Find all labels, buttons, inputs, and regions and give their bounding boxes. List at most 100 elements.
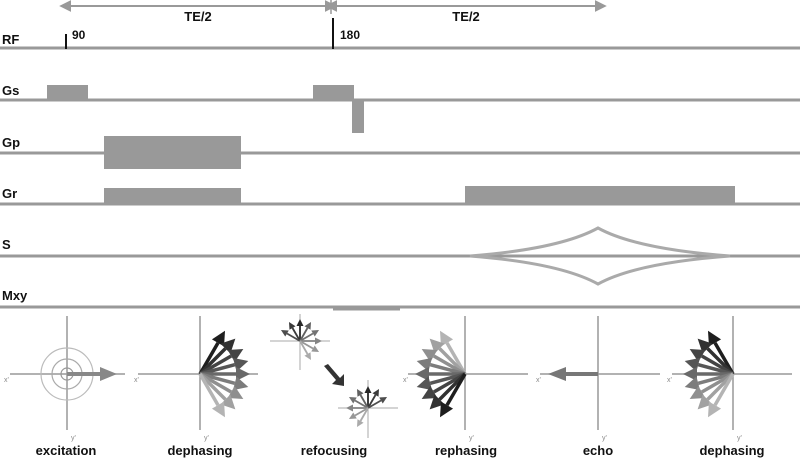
fan2-spin-4-head (415, 367, 429, 381)
panel-dephasing-1-x-label: x' (134, 377, 139, 384)
star2-spin-1-shaft (367, 394, 377, 409)
star1-spin-1-shaft (291, 327, 301, 342)
echo-signal (469, 226, 731, 286)
phase-captions: excitation dephasing refocusing rephasin… (36, 443, 765, 458)
echo-vector (548, 367, 598, 381)
fan3-spin-6-head (689, 385, 706, 399)
star2-spin-7-head (357, 419, 364, 428)
fan3-spin-1-head (697, 338, 713, 354)
fan2-spin-8-shaft (445, 373, 467, 407)
te-timing: TE/2 TE/2 (59, 0, 607, 24)
fan1-spin-1-head (220, 338, 236, 354)
panel-dephasing-2: x' y' (667, 316, 792, 442)
dephasing-1-fan (198, 330, 250, 418)
star1-spin-4-head (311, 330, 320, 337)
star2-spin-6-head (348, 412, 357, 419)
refocus-star-before (270, 314, 330, 370)
fan1-spin-5-head (232, 376, 249, 391)
panel-dephasing-1-y-label: y' (204, 435, 209, 442)
rf-pulse-90-label: 90 (72, 28, 86, 42)
fan2-spin-1-head (429, 338, 445, 354)
star1-spin-2-shaft (286, 332, 301, 342)
te-label-right: TE/2 (452, 9, 479, 24)
panel-dephasing-1: x' y' (134, 316, 258, 442)
star1-spin-3-head (304, 321, 311, 330)
caption-excitation: excitation (36, 443, 97, 458)
fan2-spin-7-head (429, 394, 445, 410)
phase-panels: x' y' x' y' (4, 314, 792, 442)
rephasing-fan (415, 330, 467, 418)
panel-dephasing-2-y-label: y' (737, 435, 742, 442)
panel-excitation-x-label: x' (4, 377, 9, 384)
gp-lobe (104, 136, 241, 169)
row-labels: RF Gs Gp Gr S Mxy (2, 32, 28, 303)
star2-spin-1-head (372, 388, 379, 397)
fan2-spin-2-head (421, 349, 438, 363)
panel-echo-y-label: y' (602, 435, 607, 442)
panel-echo-x-label: x' (536, 377, 541, 384)
fan1-spin-0-head (211, 330, 225, 347)
caption-refocusing: refocusing (301, 443, 368, 458)
fan3-spin-2-head (689, 349, 706, 363)
panel-refocusing (270, 314, 398, 438)
flip-arrow (324, 364, 344, 386)
star2-spin-7-shaft (359, 407, 369, 422)
fan3-spin-8-shaft (713, 373, 735, 407)
baselines (0, 46, 800, 309)
fan2-spin-0-head (440, 330, 454, 347)
dephasing-2-fan (683, 330, 735, 418)
star2-spin-5-head (346, 404, 353, 412)
star-after-spins (346, 386, 388, 428)
star2-spin-3-shaft (359, 394, 369, 409)
star1-spin-5-head (315, 337, 322, 345)
panel-dephasing-2-x-label: x' (667, 377, 672, 384)
star1-spin-0-head (296, 319, 304, 326)
panel-excitation: x' y' (4, 316, 125, 442)
row-label-s: S (2, 237, 11, 252)
fan1-spin-8-head (211, 401, 225, 418)
row-label-gp: Gp (2, 135, 20, 150)
star-before-spins (280, 319, 322, 361)
star1-spin-7-shaft (299, 340, 309, 355)
gradient-lobes (47, 85, 735, 204)
te-label-left: TE/2 (184, 9, 211, 24)
row-label-gs: Gs (2, 83, 19, 98)
row-label-rf: RF (2, 32, 19, 47)
refocus-star-after (338, 380, 398, 438)
fan1-spin-4-head (236, 367, 250, 381)
star2-spin-4-head (348, 397, 357, 404)
gs-lobe-crusher (352, 100, 364, 133)
caption-dephasing-2: dephasing (699, 443, 764, 458)
panel-rephasing: x' y' (403, 316, 528, 442)
star1-spin-1-head (289, 321, 296, 330)
star1-spin-6-head (311, 345, 320, 352)
row-label-gr: Gr (2, 186, 17, 201)
star2-spin-3-head (357, 388, 364, 397)
gs-lobe-excite (47, 85, 88, 100)
fan3-spin-7-head (697, 394, 713, 410)
star2-spin-0-head (364, 386, 372, 393)
magnetization-vector (67, 367, 117, 381)
panel-excitation-y-label: y' (71, 435, 76, 442)
star1-spin-2-head (280, 330, 289, 337)
panel-rephasing-y-label: y' (469, 435, 474, 442)
fan3-spin-4-head (683, 367, 697, 381)
star2-spin-6-shaft (354, 407, 369, 417)
fan2-spin-8-head (440, 401, 454, 418)
fan3-spin-0-head (708, 330, 722, 347)
fan2-spin-6-head (421, 385, 438, 399)
panel-echo: x' y' (536, 316, 660, 442)
fan1-spin-6-head (227, 385, 244, 399)
caption-rephasing: rephasing (435, 443, 497, 458)
star2-spin-4-shaft (354, 399, 369, 409)
gs-lobe-refocus (313, 85, 354, 100)
caption-dephasing-1: dephasing (167, 443, 232, 458)
star1-spin-7-head (304, 352, 311, 361)
star2-spin-2-shaft (367, 399, 382, 409)
star1-spin-6-shaft (299, 340, 314, 350)
fan1-spin-8-shaft (198, 373, 220, 407)
fan2-spin-5-head (416, 376, 433, 391)
row-label-mxy: Mxy (2, 288, 28, 303)
gr-lobe-readout (465, 186, 735, 204)
